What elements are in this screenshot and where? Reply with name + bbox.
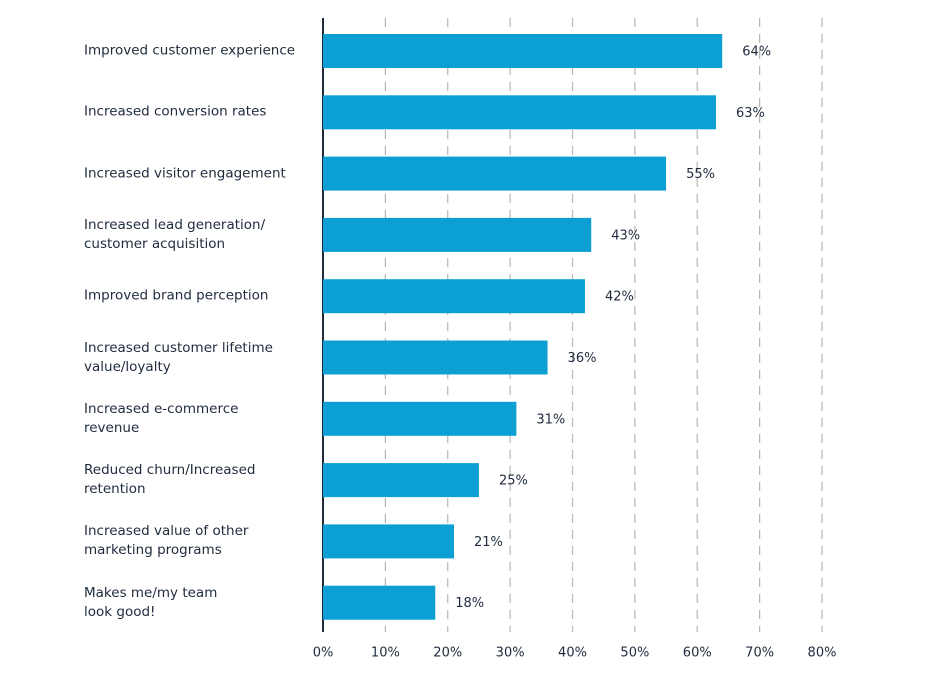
- category-label: Reduced churn/Increased retention: [84, 462, 256, 498]
- value-label: 64%: [742, 45, 771, 60]
- x-tick-label: 30%: [496, 646, 525, 661]
- bar: [323, 401, 517, 436]
- category-label: Improved brand perception: [84, 287, 269, 304]
- bar: [323, 156, 667, 191]
- value-label: 31%: [536, 412, 565, 427]
- x-tick-label: 10%: [371, 646, 400, 661]
- category-label: Increased conversion rates: [84, 103, 267, 120]
- value-label: 55%: [686, 167, 715, 182]
- category-label: Increased e-commerce revenue: [84, 400, 239, 436]
- category-label: Increased visitor engagement: [84, 165, 286, 182]
- x-tick-label: 60%: [683, 646, 712, 661]
- bar: [323, 95, 716, 130]
- bar: [323, 217, 592, 252]
- bar: [323, 340, 548, 375]
- x-tick-label: 20%: [433, 646, 462, 661]
- value-label: 36%: [568, 351, 597, 366]
- value-label: 21%: [474, 535, 503, 550]
- x-tick-label: 80%: [808, 646, 837, 661]
- bar: [323, 585, 436, 620]
- x-tick-label: 70%: [745, 646, 774, 661]
- category-label: Improved customer experience: [84, 42, 296, 59]
- x-tick-label: 50%: [620, 646, 649, 661]
- category-label: Makes me/my team look good!: [84, 584, 218, 620]
- category-label: Increased customer lifetime value/loyalt…: [84, 339, 273, 375]
- value-label: 42%: [605, 290, 634, 305]
- bar: [323, 34, 723, 68]
- x-tick-label: 40%: [558, 646, 587, 661]
- value-label: 43%: [611, 228, 640, 243]
- category-label: Increased lead generation/ customer acqu…: [84, 216, 266, 252]
- value-label: 18%: [455, 596, 484, 611]
- bar: [323, 463, 479, 498]
- value-label: 25%: [499, 474, 528, 489]
- category-label: Increased value of other marketing progr…: [84, 523, 249, 559]
- value-label: 63%: [736, 106, 765, 121]
- bar: [323, 524, 454, 559]
- x-tick-label: 0%: [313, 646, 334, 661]
- bar: [323, 279, 585, 314]
